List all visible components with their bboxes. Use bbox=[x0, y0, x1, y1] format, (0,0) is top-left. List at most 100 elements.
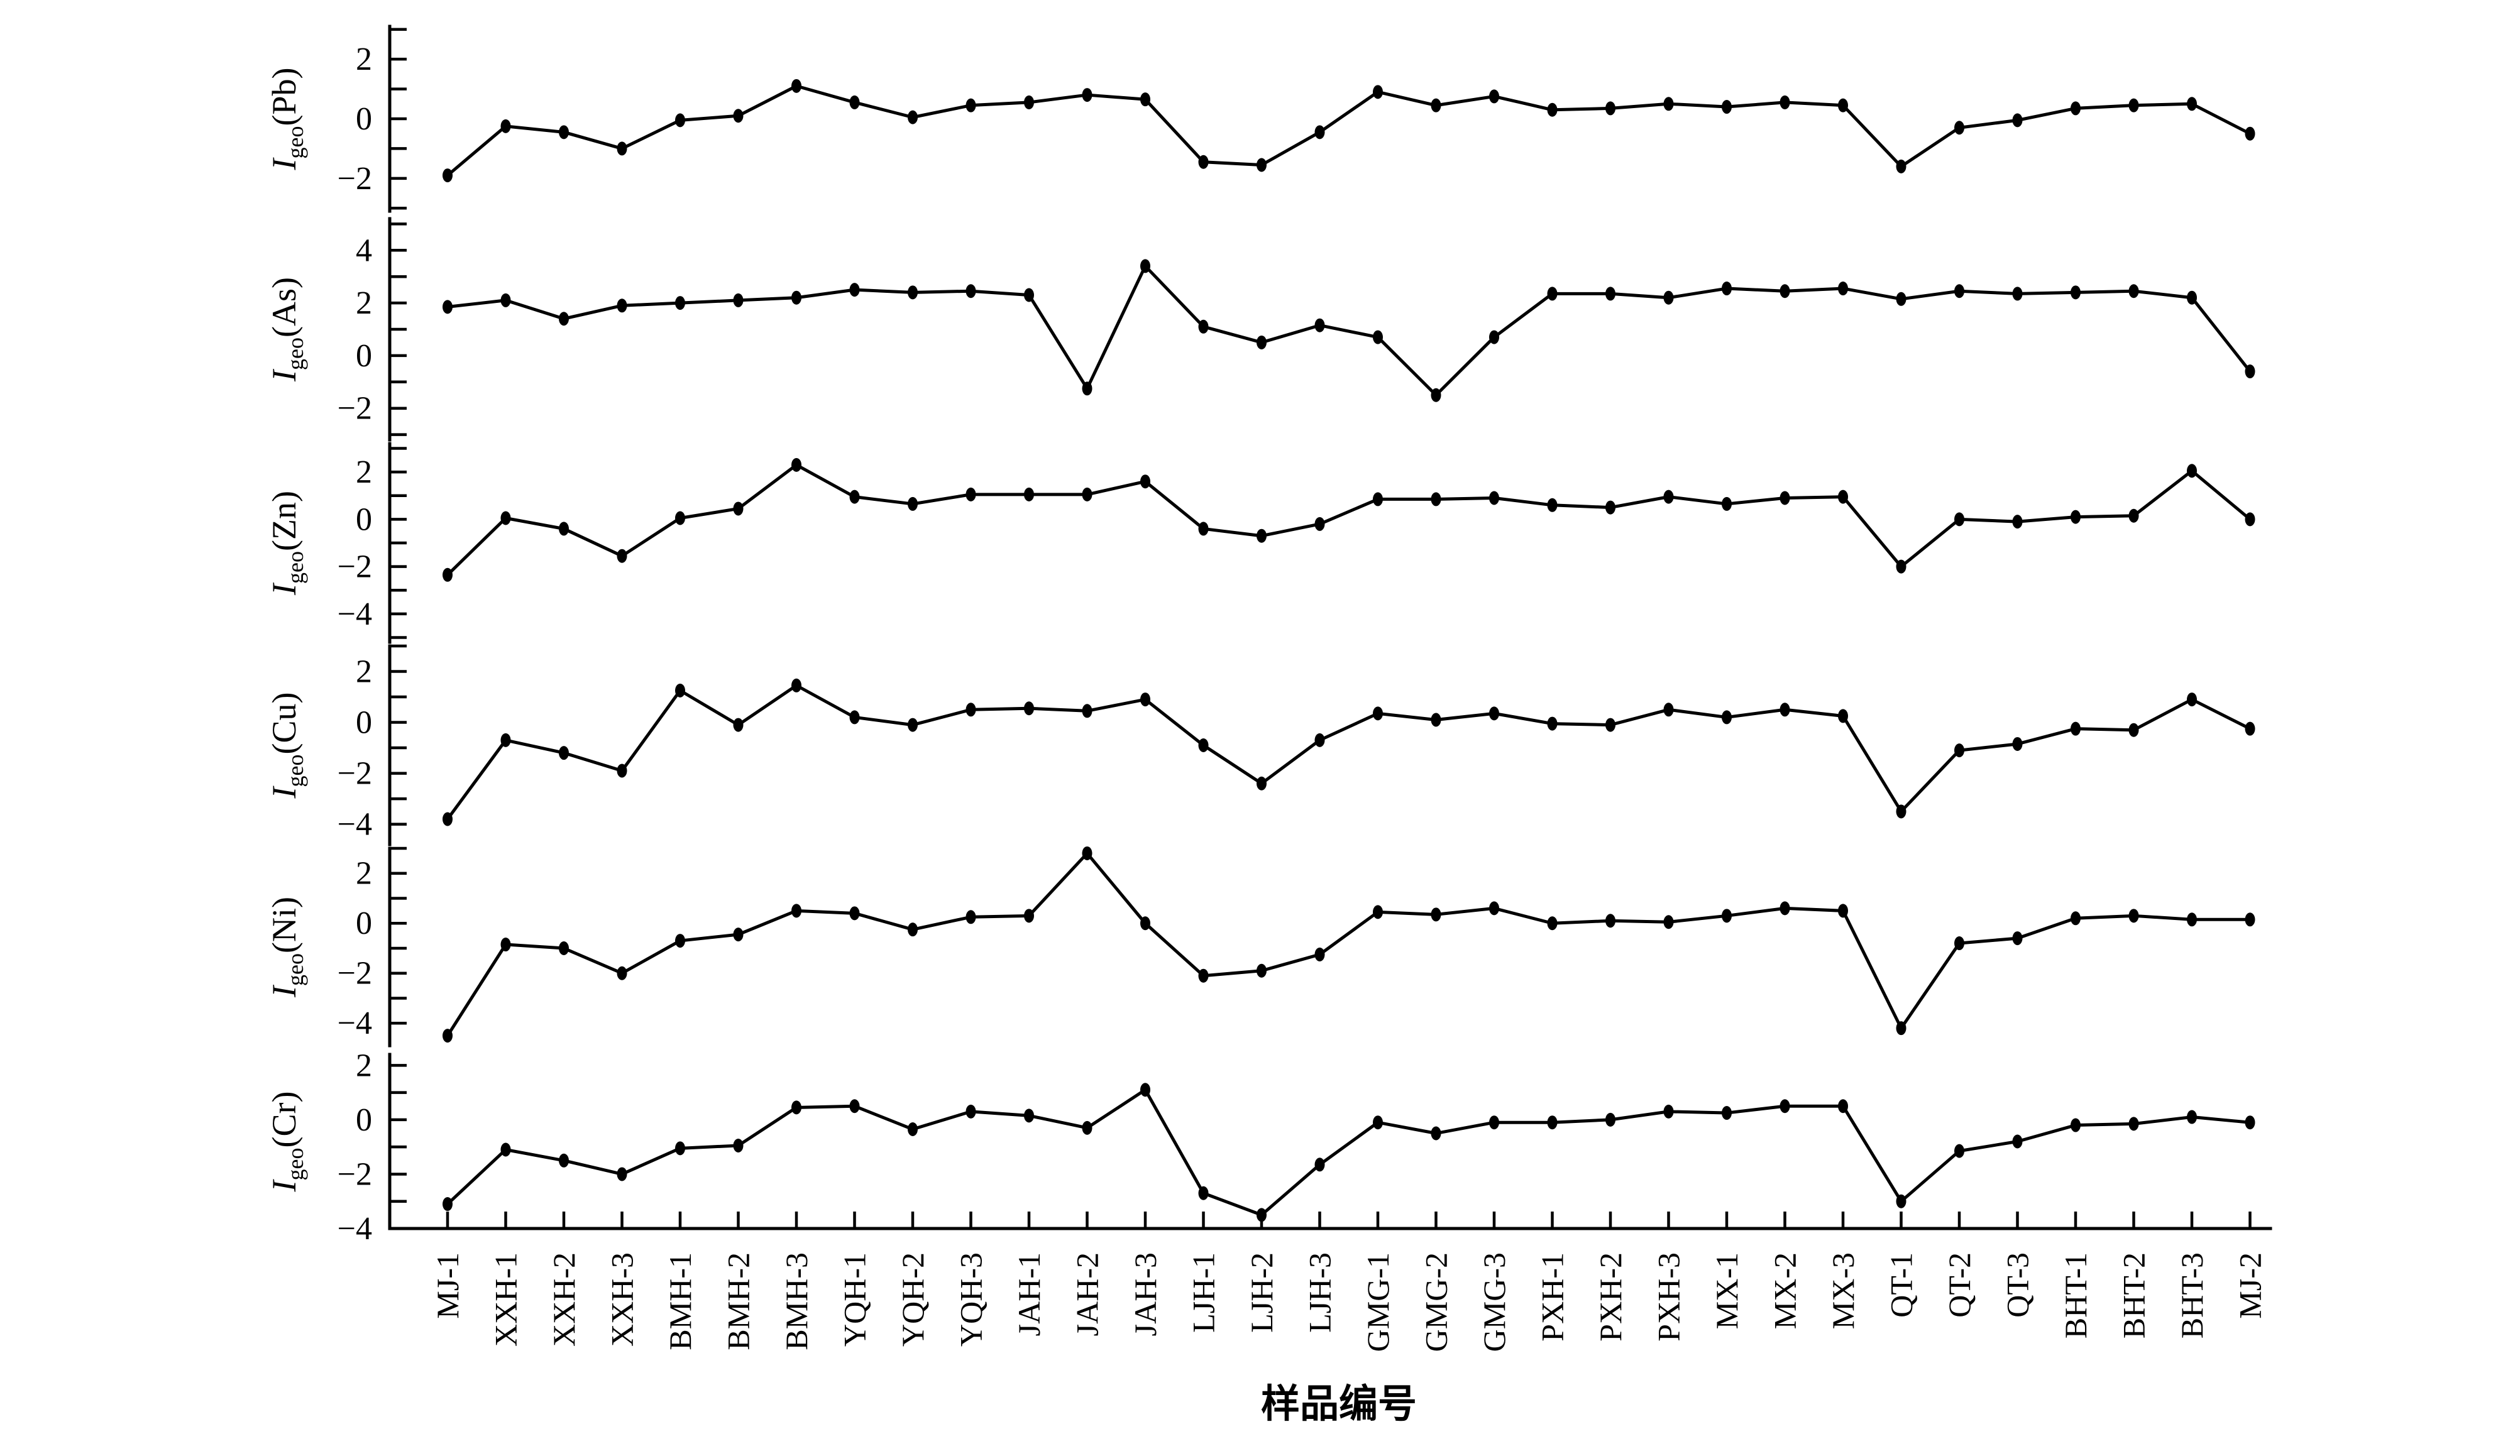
data-point-cr-xxh-3 bbox=[617, 1167, 627, 1181]
y-axis-title-ni: Igeo(Ni) bbox=[265, 897, 308, 998]
data-point-ni-jah-3 bbox=[1140, 916, 1150, 931]
data-point-cu-pxh-1 bbox=[1547, 716, 1558, 731]
y-tick-label-cr: −4 bbox=[338, 1211, 372, 1247]
y-tick-label-as: 2 bbox=[356, 285, 372, 321]
x-tick-label: YQH-2 bbox=[895, 1252, 930, 1347]
data-point-zn-mx-2 bbox=[1780, 491, 1790, 505]
data-point-ni-bht-1 bbox=[2071, 911, 2081, 926]
data-point-pb-ljh-2 bbox=[1257, 158, 1267, 172]
data-point-as-xxh-3 bbox=[617, 298, 627, 313]
data-point-zn-qt-3 bbox=[2012, 515, 2023, 529]
data-point-cr-mj-1 bbox=[443, 1197, 453, 1212]
y-tick-label-pb: 0 bbox=[356, 101, 372, 137]
data-point-zn-ljh-3 bbox=[1314, 517, 1325, 531]
data-point-cr-pxh-3 bbox=[1663, 1104, 1674, 1119]
data-point-zn-xxh-3 bbox=[617, 549, 627, 563]
data-point-zn-bht-1 bbox=[2071, 510, 2081, 524]
data-point-cr-gmg-1 bbox=[1373, 1115, 1383, 1130]
series-line-as bbox=[447, 264, 2252, 397]
data-point-as-jah-2 bbox=[1082, 381, 1092, 396]
y-tick-label-zn: 0 bbox=[356, 501, 372, 537]
data-point-cu-xxh-1 bbox=[500, 733, 511, 747]
y-tick-label-as: −2 bbox=[338, 391, 372, 427]
data-point-as-pxh-1 bbox=[1547, 287, 1558, 301]
data-point-pb-ljh-3 bbox=[1314, 125, 1325, 140]
data-point-zn-mj-2 bbox=[2245, 512, 2255, 527]
data-point-as-gmg-2 bbox=[1431, 388, 1441, 402]
data-point-pb-bht-3 bbox=[2187, 97, 2197, 111]
data-point-pb-xxh-3 bbox=[617, 141, 627, 156]
data-point-ni-jah-1 bbox=[1024, 909, 1034, 923]
data-point-pb-xxh-2 bbox=[559, 125, 569, 140]
y-tick-label-ni: −2 bbox=[338, 956, 372, 992]
data-point-pb-pxh-1 bbox=[1547, 102, 1558, 117]
y-tick-label-as: 0 bbox=[356, 338, 372, 374]
data-point-as-jah-1 bbox=[1024, 288, 1034, 302]
data-point-pb-bmh-3 bbox=[791, 79, 801, 93]
data-point-ni-yqh-2 bbox=[908, 922, 918, 937]
data-point-cu-mx-2 bbox=[1780, 703, 1790, 717]
panel-ni: −4 −2 0 2 Igeo(Ni) bbox=[265, 846, 2255, 1048]
y-axis-title-pb: Igeo(Pb) bbox=[265, 68, 308, 171]
data-point-as-bmh-2 bbox=[733, 293, 744, 307]
data-point-cr-pxh-2 bbox=[1605, 1112, 1615, 1127]
data-point-pb-mx-2 bbox=[1780, 95, 1790, 109]
data-point-cu-jah-2 bbox=[1082, 704, 1092, 718]
data-point-pb-mj-2 bbox=[2245, 126, 2255, 141]
series-line-ni bbox=[446, 851, 2250, 1037]
data-point-cr-jah-3 bbox=[1140, 1083, 1150, 1097]
data-point-ni-ljh-1 bbox=[1198, 968, 1209, 983]
data-point-as-mx-3 bbox=[1838, 282, 1848, 296]
panel-cr: −4 −2 0 2 Igeo(Cr) bbox=[265, 1048, 2255, 1247]
data-point-as-ljh-3 bbox=[1314, 318, 1325, 332]
x-tick-label: LJH-3 bbox=[1302, 1252, 1338, 1333]
x-tick-label: GMG-3 bbox=[1477, 1252, 1512, 1352]
data-point-as-ljh-2 bbox=[1257, 335, 1267, 349]
x-tick-label: GMG-2 bbox=[1419, 1252, 1454, 1352]
data-point-zn-jah-3 bbox=[1140, 474, 1150, 489]
data-point-cu-yqh-3 bbox=[966, 703, 976, 717]
data-point-pb-yqh-2 bbox=[908, 110, 918, 124]
data-point-cr-bht-1 bbox=[2071, 1118, 2081, 1132]
data-point-pb-mj-1 bbox=[443, 168, 453, 183]
data-point-cu-ljh-2 bbox=[1257, 776, 1267, 791]
data-point-as-bht-3 bbox=[2187, 290, 2197, 305]
data-point-cu-bht-2 bbox=[2128, 723, 2139, 737]
data-point-cu-bmh-1 bbox=[675, 683, 685, 698]
x-tick-label: QT-2 bbox=[1942, 1252, 1977, 1318]
x-tick-label: BMH-1 bbox=[663, 1252, 698, 1350]
data-point-cu-gmg-2 bbox=[1431, 713, 1441, 727]
data-point-pb-bmh-2 bbox=[733, 109, 744, 123]
data-point-pb-jah-1 bbox=[1024, 95, 1034, 109]
data-point-cr-qt-2 bbox=[1954, 1144, 1964, 1158]
data-point-pb-pxh-3 bbox=[1663, 97, 1674, 111]
data-point-ni-bmh-2 bbox=[733, 928, 744, 942]
y-tick-label-as: 4 bbox=[356, 233, 372, 268]
x-tick-label: MX-1 bbox=[1709, 1252, 1744, 1329]
data-point-zn-mx-1 bbox=[1722, 496, 1732, 511]
data-point-as-bht-2 bbox=[2128, 284, 2139, 298]
x-tick-label: BMH-2 bbox=[721, 1252, 756, 1350]
y-tick-label-cr: −2 bbox=[338, 1156, 372, 1192]
y-tick-label-cu: 2 bbox=[356, 654, 372, 690]
data-point-cu-qt-1 bbox=[1896, 804, 1907, 819]
data-point-pb-pxh-2 bbox=[1605, 101, 1615, 116]
data-point-cu-gmg-1 bbox=[1373, 706, 1383, 721]
data-point-zn-pxh-3 bbox=[1663, 490, 1674, 504]
data-point-zn-qt-2 bbox=[1954, 512, 1964, 527]
data-point-cu-ljh-1 bbox=[1198, 738, 1209, 752]
data-point-cu-bht-1 bbox=[2071, 721, 2081, 736]
x-tick-label: MX-2 bbox=[1768, 1252, 1803, 1329]
data-point-pb-yqh-3 bbox=[966, 98, 976, 112]
data-point-ni-yqh-1 bbox=[849, 906, 860, 921]
data-point-cu-yqh-2 bbox=[908, 718, 918, 732]
data-point-ni-pxh-3 bbox=[1663, 915, 1674, 929]
x-tick-label: QT-3 bbox=[2000, 1252, 2035, 1318]
data-point-cr-bmh-3 bbox=[791, 1100, 801, 1115]
data-point-cu-qt-3 bbox=[2012, 736, 2023, 751]
x-tick-label: PXH-1 bbox=[1535, 1252, 1570, 1342]
data-point-zn-mj-1 bbox=[443, 567, 453, 582]
data-point-zn-xxh-1 bbox=[500, 511, 511, 525]
data-point-cu-bmh-3 bbox=[791, 678, 801, 692]
